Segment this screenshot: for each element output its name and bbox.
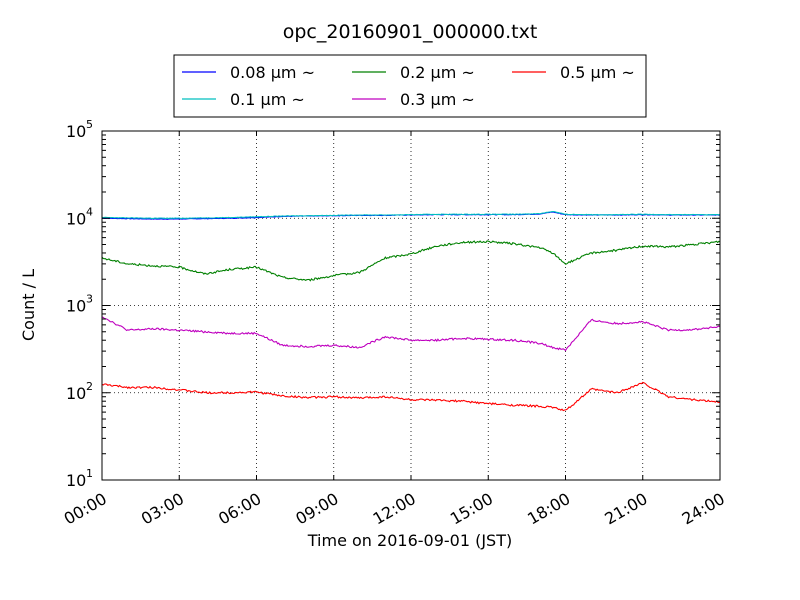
x-tick-label: 03:00 <box>138 489 187 529</box>
legend-label: 0.08 µm ~ <box>230 63 315 82</box>
legend-entry: 0.1 µm ~ <box>182 90 305 109</box>
x-axis-label: Time on 2016-09-01 (JST) <box>307 531 512 550</box>
series-line <box>101 240 721 282</box>
y-tick-base: 10 <box>66 297 86 316</box>
y-tick-exponent: 1 <box>86 467 93 480</box>
series-line <box>101 381 721 412</box>
chart-title: opc_20160901_000000.txt <box>283 21 538 43</box>
series-line <box>101 210 721 220</box>
x-tick-label: 12:00 <box>370 489 419 529</box>
plot-series <box>101 210 721 412</box>
x-tick-label: 18:00 <box>524 489 573 529</box>
x-tick-label: 06:00 <box>215 489 264 529</box>
series-line <box>101 316 721 352</box>
y-tick-exponent: 2 <box>86 380 93 393</box>
y-axis-label: Count / L <box>19 269 38 341</box>
legend-label: 0.1 µm ~ <box>230 90 305 109</box>
y-tick-label: 10 3 <box>66 293 93 316</box>
legend-entry: 0.5 µm ~ <box>512 63 635 82</box>
y-tick-base: 10 <box>66 384 86 403</box>
y-tick-base: 10 <box>66 471 86 490</box>
y-tick-label: 10 4 <box>66 205 93 228</box>
grid-lines <box>102 131 720 480</box>
x-tick-label: 00:00 <box>61 489 110 529</box>
legend-label: 0.5 µm ~ <box>560 63 635 82</box>
legend-entry: 0.2 µm ~ <box>352 63 475 82</box>
x-tick-label: 15:00 <box>447 489 496 529</box>
x-tick-label: 09:00 <box>292 489 341 529</box>
y-tick-label: 10 2 <box>66 380 93 403</box>
legend-label: 0.3 µm ~ <box>400 90 475 109</box>
y-tick-label: 10 5 <box>66 118 93 141</box>
y-tick-base: 10 <box>66 209 86 228</box>
x-tick-label: 21:00 <box>601 489 650 529</box>
y-tick-exponent: 4 <box>86 205 93 218</box>
y-tick-exponent: 3 <box>86 293 93 306</box>
x-tick-label: 24:00 <box>679 489 728 529</box>
y-tick-label: 10 1 <box>66 467 93 490</box>
y-tick-exponent: 5 <box>86 118 93 131</box>
legend-entry: 0.08 µm ~ <box>182 63 315 82</box>
legend-entry: 0.3 µm ~ <box>352 90 475 109</box>
legend-label: 0.2 µm ~ <box>400 63 475 82</box>
legend-box <box>173 54 647 118</box>
legend: 0.08 µm ~ 0.1 µm ~ 0.2 µm ~ 0.3 µm ~ 0.5 µm … <box>173 54 647 118</box>
y-tick-base: 10 <box>66 122 86 141</box>
